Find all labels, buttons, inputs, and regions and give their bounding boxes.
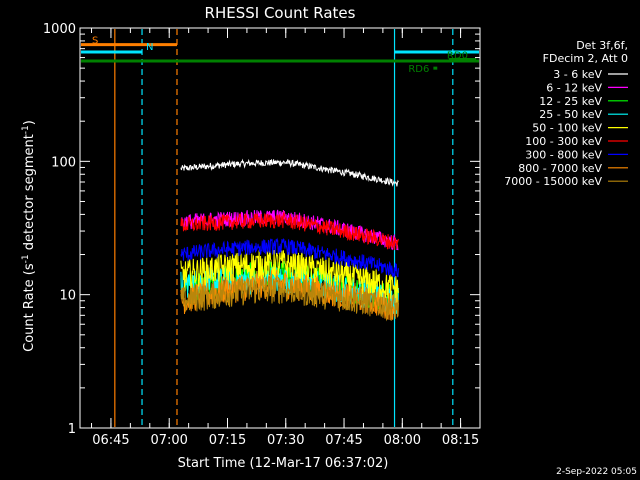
night-label: N — [146, 42, 153, 53]
legend-label: 6 - 12 keV — [546, 81, 602, 94]
legend-label: 50 - 100 keV — [532, 122, 602, 135]
y-tick-label: 10 — [59, 289, 76, 304]
legend-label: 25 - 50 keV — [539, 108, 602, 121]
x-tick-label: 07:30 — [267, 433, 304, 448]
y-axis-label-exponent: -1 — [21, 254, 31, 263]
axis-layer: 1 10 100 1000 06:45 07:00 07:15 07:30 07:45 08:00… — [43, 22, 481, 448]
y-tick-label: 1 — [68, 422, 76, 437]
y-axis-label-part: detector segment — [22, 134, 37, 254]
series-layer — [180, 158, 399, 322]
legend-label: 12 - 25 keV — [539, 95, 602, 108]
series-line — [180, 210, 399, 251]
series-line — [180, 158, 399, 187]
y-axis-label-part: Count Rate (s — [22, 263, 37, 352]
rd0-label: RD0 — [447, 51, 468, 62]
plot-frame — [79, 27, 481, 429]
rd6-label: RD6 — [408, 64, 429, 75]
x-tick-label: 08:00 — [384, 433, 421, 448]
legend-header-line: FDecim 2, Att 0 — [543, 52, 628, 65]
series-line — [180, 249, 399, 303]
footer-timestamp: 2-Sep-2022 05:05 — [556, 467, 637, 477]
chart-title: RHESSI Count Rates — [205, 4, 356, 22]
legend-label: 3 - 6 keV — [553, 68, 602, 81]
y-axis-label-exponent: -1 — [21, 125, 31, 134]
x-tick-label: 08:15 — [442, 433, 479, 448]
x-tick-label: 07:00 — [150, 433, 187, 448]
x-tick-label: 07:45 — [325, 433, 362, 448]
legend-label: 100 - 300 keV — [525, 135, 602, 148]
y-axis-label-part: ) — [22, 120, 37, 125]
series-line — [180, 237, 399, 278]
annotation-layer: S N RD0 RD6 — [81, 29, 479, 427]
legend-label: 300 - 800 keV — [525, 148, 602, 161]
y-tick-label: 100 — [51, 155, 76, 170]
x-tick-label: 06:45 — [92, 433, 129, 448]
legend-label: 7000 - 15000 keV — [504, 175, 602, 188]
saa-label: S — [92, 36, 98, 47]
y-tick-label: 1000 — [43, 22, 76, 37]
x-axis-label: Start Time (12-Mar-17 06:37:02) — [178, 456, 389, 471]
legend-header-line: Det 3f,6f, — [576, 39, 628, 52]
legend-label: 800 - 7000 keV — [518, 162, 602, 175]
x-tick-label: 07:15 — [209, 433, 246, 448]
y-axis-label: Count Rate (s-1 detector segment-1) — [21, 120, 37, 352]
series-line — [180, 275, 399, 322]
